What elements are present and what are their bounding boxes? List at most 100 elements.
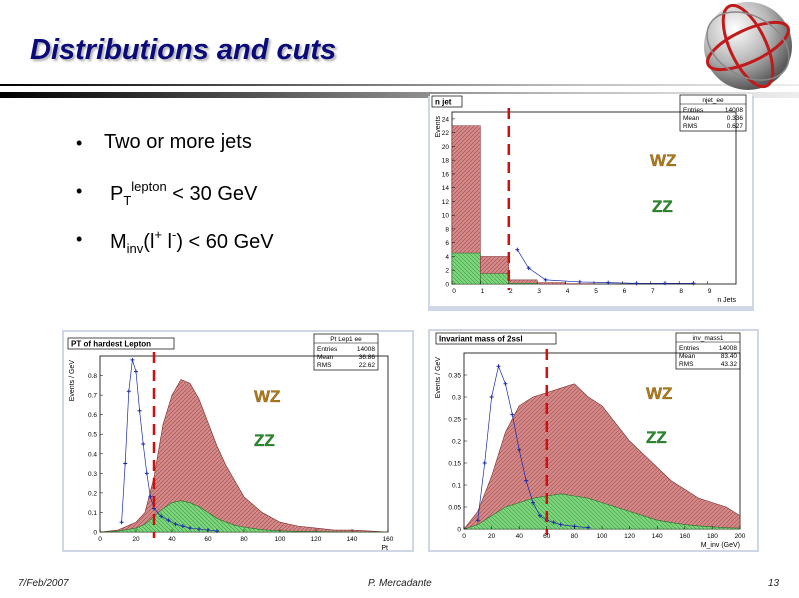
bullet-minv-sup1: + <box>154 227 162 242</box>
njet-xtick-label-1: 1 <box>481 288 485 295</box>
pt-stats-name: Pt Lep1 ee <box>330 336 362 343</box>
globe-logo-icon <box>704 2 792 90</box>
njet-xtick-label-7: 7 <box>651 288 655 295</box>
njet-label-zz: ZZ <box>652 197 673 216</box>
minv-stats-name: inv_mass1 <box>692 335 723 342</box>
njet-stats-name: njet_ee <box>702 97 724 104</box>
minv-stats-label-0: Entries <box>679 345 700 352</box>
bullet-minv-main: M <box>110 231 127 253</box>
pt-point-10 <box>159 514 164 519</box>
pt-xtick-label-6: 120 <box>311 536 322 543</box>
pt-point-15 <box>197 527 201 532</box>
njet-stats-label-0: Entries <box>683 107 704 114</box>
njet-title-box <box>431 95 463 108</box>
minv-point-6 <box>517 447 522 452</box>
njet-bar-zz-1 <box>480 273 510 285</box>
minv-point-1 <box>482 461 487 465</box>
pt-point-5 <box>137 408 142 413</box>
pt-point-0 <box>119 520 124 525</box>
njet-title: n jet <box>435 98 452 107</box>
minv-point-7 <box>524 478 529 483</box>
header-rule-gap <box>0 86 799 92</box>
minv-label-wz: WZ <box>646 384 672 403</box>
njet-xtick-label-8: 8 <box>679 288 683 295</box>
njet-stats-value-2: 0.627 <box>727 123 744 130</box>
minv-ytick-label-3: 0.15 <box>448 461 461 468</box>
pt-ytick-label-3: 0.3 <box>88 471 97 478</box>
njet-bar-wz-3 <box>536 282 566 285</box>
njet-ylabel: Events <box>435 116 442 138</box>
minv-ylabel: Events / GeV <box>435 357 442 399</box>
minv-stats-value-2: 43.32 <box>721 361 738 368</box>
minv-ytick-label-7: 0.35 <box>448 373 461 380</box>
minv-series <box>463 364 741 530</box>
pt-point-17 <box>215 529 219 534</box>
minv-xtick-label-10: 200 <box>735 533 746 540</box>
njet-xtick-label-3: 3 <box>537 288 541 295</box>
pt-xtick-label-5: 100 <box>275 536 286 543</box>
pt-ytick-label-5: 0.5 <box>88 432 97 439</box>
pt-ytick-label-6: 0.6 <box>88 412 97 419</box>
pt-stats-label-1: Mean <box>317 354 334 361</box>
minv-stats-label-2: RMS <box>679 361 694 368</box>
pt-series <box>99 357 389 534</box>
minv-xtick-label-9: 180 <box>707 533 718 540</box>
pt-ytick-label-7: 0.7 <box>88 393 97 400</box>
bullet-pt-sub: T <box>123 193 132 208</box>
njet-label-wz: WZ <box>650 151 676 170</box>
footer-page-number: 13 <box>768 578 780 589</box>
njet-stats-box <box>679 94 747 132</box>
minv-ytick-label-6: 0.3 <box>452 395 461 402</box>
pt-ytick-label-0: 0 <box>93 530 97 537</box>
njet-ytick-label-7: 14 <box>442 185 450 192</box>
pt-xtick-label-3: 60 <box>204 536 212 543</box>
pt-point-7 <box>144 471 149 476</box>
minv-xtick-label-1: 20 <box>488 533 496 540</box>
pt-xtick-label-2: 40 <box>168 536 176 543</box>
bullet-dot-3: • <box>76 229 83 249</box>
njet-ytick-label-0: 0 <box>445 282 449 289</box>
bullet-pt-cut: PTlepton < 30 GeV <box>110 179 257 208</box>
njet-point-3 <box>577 279 582 284</box>
pt-ytick-label-1: 0.1 <box>88 510 97 517</box>
njet-xtick-label-6: 6 <box>623 288 627 295</box>
pt-point-12 <box>173 522 178 527</box>
njet-ytick-label-11: 22 <box>442 130 450 137</box>
minv-ytick-label-5: 0.25 <box>448 417 461 424</box>
pt-area-wz <box>99 379 389 533</box>
njet-ytick-label-6: 12 <box>442 199 450 206</box>
minv-xtick-label-5: 100 <box>597 533 608 540</box>
pt-xtick-label-4: 80 <box>240 536 248 543</box>
pt-stats-value-2: 22.62 <box>359 362 376 369</box>
njet-ytick-label-9: 18 <box>442 158 450 165</box>
pt-stats-label-0: Entries <box>317 346 338 353</box>
minv-xtick-label-6: 120 <box>624 533 635 540</box>
minv-xtick-label-3: 60 <box>543 533 551 540</box>
slide-title: Distributions and cuts <box>30 34 337 66</box>
njet-xtick-label-9: 9 <box>708 288 712 295</box>
minv-ytick-label-1: 0.05 <box>448 505 461 512</box>
pt-point-14 <box>188 526 192 531</box>
bullet-pt-sup: lepton <box>131 179 167 194</box>
njet-point-0 <box>515 247 520 252</box>
njet-ytick-label-8: 16 <box>442 171 450 178</box>
pt-point-13 <box>180 524 185 529</box>
bullet-two-jets: Two or more jets <box>104 131 252 153</box>
njet-series <box>451 125 696 286</box>
njet-stats-value-0: 14008 <box>725 107 743 114</box>
minv-ytick-label-4: 0.2 <box>452 439 461 446</box>
minv-stats-value-0: 14008 <box>719 345 737 352</box>
bullet-minv-tail: ) < 60 GeV <box>176 231 274 253</box>
njet-ytick-label-4: 8 <box>445 226 449 233</box>
njet-point-7 <box>691 281 696 286</box>
minv-xtick-label-7: 140 <box>652 533 663 540</box>
njet-stats-label-2: RMS <box>683 123 698 130</box>
njet-point-5 <box>634 281 639 286</box>
minv-xtick-label-2: 40 <box>516 533 524 540</box>
njet-point-2 <box>543 277 548 282</box>
bullet-minv-open: (l <box>143 231 155 253</box>
pt-point-1 <box>123 461 128 466</box>
minv-label-zz: ZZ <box>646 428 667 447</box>
pt-stats-value-1: 36.86 <box>359 354 376 361</box>
